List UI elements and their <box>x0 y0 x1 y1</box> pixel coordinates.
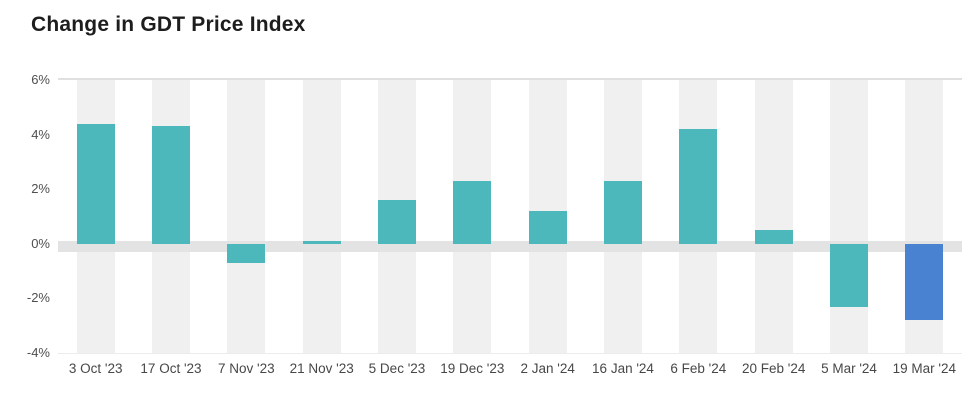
y-tick-label: -4% <box>26 345 50 360</box>
y-tick-label: 2% <box>31 181 50 197</box>
bar-2-jan-24[interactable] <box>528 211 567 244</box>
x-tick-label: 20 Feb '24 <box>741 361 806 376</box>
x-tick-label: 19 Dec '23 <box>440 361 505 376</box>
y-tick-label: -2% <box>26 290 50 306</box>
bar-19-mar-24[interactable] <box>905 243 944 321</box>
x-tick-label: 19 Mar '24 <box>892 361 956 376</box>
bar-17-oct-23[interactable] <box>152 126 190 244</box>
x-tick-label: 7 Nov '23 <box>218 361 275 376</box>
bar-20-feb-24[interactable] <box>754 230 793 244</box>
bar-5-dec-23[interactable] <box>378 200 416 244</box>
y-tick-label: 4% <box>31 126 50 142</box>
bar-6-feb-24[interactable] <box>679 129 718 244</box>
zero-line-band <box>58 240 962 252</box>
plot-bottom-border <box>58 353 962 354</box>
bar-19-dec-23[interactable] <box>453 181 492 244</box>
column-band <box>302 80 341 353</box>
column-band <box>830 80 868 353</box>
y-tick-label: 0% <box>31 235 50 251</box>
bar-7-nov-23[interactable] <box>227 243 266 263</box>
bar-21-nov-23[interactable] <box>302 241 341 245</box>
x-tick-label: 17 Oct '23 <box>140 361 202 376</box>
x-tick-label: 5 Dec '23 <box>368 361 426 376</box>
bar-3-oct-23[interactable] <box>76 123 115 244</box>
column-band <box>754 80 793 353</box>
column-band <box>227 80 266 353</box>
x-tick-label: 6 Feb '24 <box>670 361 727 376</box>
x-tick-label: 21 Nov '23 <box>289 361 354 376</box>
x-tick-label: 2 Jan '24 <box>520 361 575 376</box>
x-tick-label: 5 Mar '24 <box>821 361 877 376</box>
bar-5-mar-24[interactable] <box>830 243 868 307</box>
plot-top-border <box>58 78 962 80</box>
bar-16-jan-24[interactable] <box>604 181 642 244</box>
x-tick-label: 16 Jan '24 <box>592 361 654 376</box>
plot-area: 3 Oct '23 17 Oct '23 7 Nov '23 21 Nov '23 5 … <box>58 78 962 376</box>
y-tick-label: 6% <box>31 72 50 87</box>
x-tick-label: 3 Oct '23 <box>68 361 123 376</box>
chart-title: Change in GDT Price Index <box>31 13 306 36</box>
